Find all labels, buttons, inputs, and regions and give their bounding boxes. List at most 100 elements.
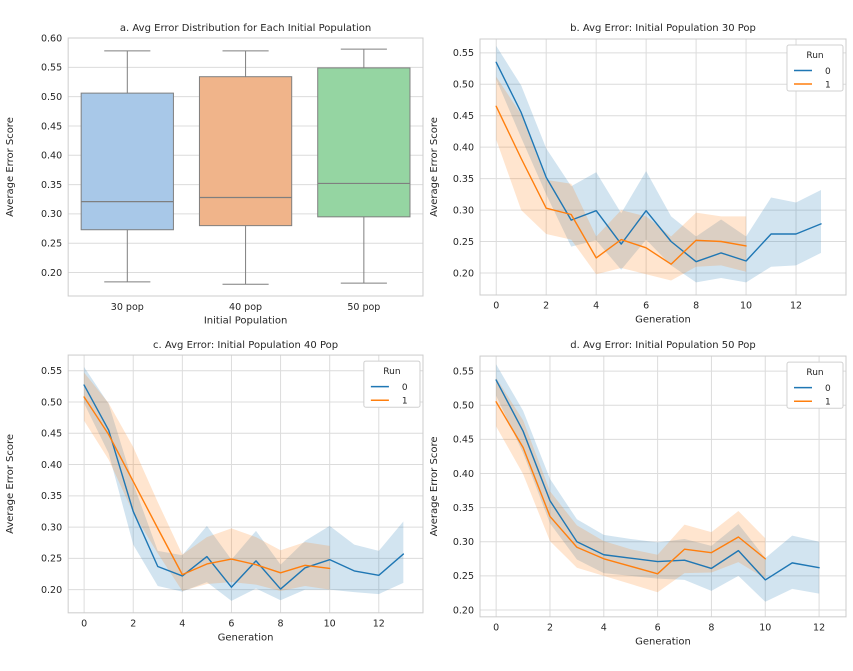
y-tick-label: 0.20 — [453, 605, 474, 616]
y-tick-label: 0.50 — [41, 397, 62, 408]
x-tick-label: 12 — [790, 301, 802, 312]
y-tick-label: 0.35 — [453, 174, 474, 185]
y-tick-label: 0.20 — [41, 585, 62, 596]
x-tick-label: 4 — [593, 301, 599, 312]
y-tick-label: 0.35 — [41, 491, 62, 502]
plot-area: 0.200.250.300.350.400.450.500.550 2 4 6 8 10 1… — [429, 340, 847, 647]
chart-c-canvas: 0.200.250.300.350.400.450.500.550 2 4 6 8 10 1… — [5, 340, 424, 643]
band-run-1 — [496, 377, 766, 593]
x-category-label: 50 pop — [347, 302, 380, 313]
y-tick-label: 0.35 — [453, 503, 474, 514]
x-tick-label: 6 — [643, 301, 649, 312]
line-run-0 — [495, 61, 822, 263]
y-axis-label: Average Error Score — [5, 434, 16, 534]
x-tick-label: 4 — [179, 618, 185, 629]
x-category-label: 40 pop — [229, 302, 262, 313]
x-tick-label: 12 — [373, 618, 385, 629]
chart-a-canvas: 0.20 0.25 0.30 0.35 0.40 0.45 0.50 0.55 0.60 30 p… — [5, 23, 424, 327]
x-tick-label: 4 — [601, 622, 607, 633]
chart-d-canvas: 0.200.250.300.350.400.450.500.550 2 4 6 8 10 1… — [429, 340, 847, 647]
x-tick-label: 8 — [278, 618, 284, 629]
chart-title: b. Avg Error: Initial Population 30 Pop — [570, 23, 756, 34]
legend-label-run-1: 1 — [825, 80, 831, 90]
y-tick-label: 0.45 — [41, 429, 62, 440]
legend-label-run-0: 0 — [825, 67, 831, 77]
y-tick-label: 0.25 — [41, 239, 62, 250]
x-tick-label: 0 — [493, 301, 499, 312]
y-grid: 0.20 0.25 0.30 0.35 0.40 0.45 0.50 0.55 — [453, 366, 846, 616]
legend-box — [786, 44, 844, 92]
band-run-0 — [84, 366, 404, 601]
x-grid: 0 2 4 6 8 10 12 — [81, 355, 385, 629]
x-tick-label: 0 — [493, 622, 499, 633]
iqr-box — [317, 67, 411, 218]
y-tick-label: 0.45 — [453, 111, 474, 122]
box-40-pop — [198, 50, 293, 285]
chart-b-canvas: 0.200.250.300.350.400.450.500.550 2 4 6 8 10 1… — [429, 23, 847, 326]
x-tick-label: 2 — [543, 301, 549, 312]
line-run-1 — [83, 396, 331, 576]
chart-d-line-plot: 0.20 0.25 0.30 0.35 0.40 0.45 0.50 0.55 0 2 4 6 8 10 1… — [427, 335, 853, 671]
line-run-0 — [83, 384, 405, 590]
band-run-1 — [496, 76, 747, 281]
y-tick-label: 0.30 — [41, 209, 62, 220]
x-tick-label: 12 — [813, 622, 825, 633]
y-grid: 0.20 0.25 0.30 0.35 0.40 0.45 0.50 0.55 — [453, 48, 846, 279]
y-tick-label: 0.45 — [453, 435, 474, 446]
y-tick-label: 0.50 — [41, 92, 62, 103]
x-tick-label: 2 — [130, 618, 136, 629]
y-tick-label: 0.55 — [41, 63, 62, 74]
legend-label-run-1: 1 — [402, 397, 408, 407]
axes-border — [67, 354, 424, 614]
y-tick-label: 0.35 — [41, 180, 62, 191]
x-tick-label: 10 — [324, 618, 336, 629]
legend-box — [363, 360, 421, 408]
chart-b-line-plot: 0.20 0.25 0.30 0.35 0.40 0.45 0.50 0.55 0 2 4 6 8 10 1… — [427, 0, 853, 335]
box-50-pop — [317, 48, 411, 284]
x-grid: 0 2 4 6 8 10 12 — [493, 39, 802, 312]
plot-area: 0.20 0.25 0.30 0.35 0.40 0.45 0.50 0.55 0.60 30 p… — [5, 23, 424, 327]
legend-label-run-0: 0 — [825, 384, 831, 394]
legend-title: Run — [806, 368, 823, 378]
line-run-1 — [495, 105, 747, 265]
line-run-1 — [495, 401, 766, 575]
y-tick-label: 0.25 — [41, 554, 62, 565]
y-tick-label: 0.20 — [453, 268, 474, 279]
y-tick-label: 0.30 — [41, 522, 62, 533]
axes-border — [67, 37, 424, 297]
y-tick-label: 0.45 — [41, 121, 62, 132]
iqr-box — [80, 92, 174, 231]
axes-border — [479, 38, 847, 296]
x-tick-label: 0 — [81, 618, 87, 629]
y-tick-label: 0.50 — [453, 401, 474, 412]
y-tick-label: 0.50 — [453, 80, 474, 91]
x-category-label: 30 pop — [111, 302, 144, 313]
y-tick-label: 0.25 — [453, 237, 474, 248]
x-axis-label: Initial Population — [204, 316, 287, 327]
legend-label-run-0: 0 — [402, 383, 408, 393]
x-tick-label: 8 — [708, 622, 714, 633]
x-axis-label: Generation — [635, 636, 691, 647]
y-tick-label: 0.55 — [453, 366, 474, 377]
line-run-0 — [495, 379, 820, 581]
band-run-0 — [496, 45, 821, 283]
plot-area: 0.200.250.300.350.400.450.500.550 2 4 6 8 10 1… — [429, 23, 847, 326]
iqr-box — [198, 76, 293, 227]
chart-title: c. Avg Error: Initial Population 40 Pop — [153, 340, 338, 351]
legend-title: Run — [806, 51, 823, 61]
chart-title: a. Avg Error Distribution for Each Initi… — [120, 23, 371, 34]
y-axis-label: Average Error Score — [429, 436, 440, 536]
y-tick-label: 0.40 — [41, 460, 62, 471]
plot-area: 0.200.250.300.350.400.450.500.550 2 4 6 8 10 1… — [5, 340, 424, 643]
x-axis-label: Generation — [218, 632, 274, 643]
x-axis-label: Generation — [635, 315, 691, 326]
y-tick-label: 0.30 — [453, 537, 474, 548]
x-tick-label: 10 — [759, 622, 771, 633]
y-tick-label: 0.60 — [41, 33, 62, 44]
y-tick-label: 0.30 — [453, 205, 474, 216]
y-tick-label: 0.25 — [453, 571, 474, 582]
legend-title: Run — [383, 367, 400, 377]
